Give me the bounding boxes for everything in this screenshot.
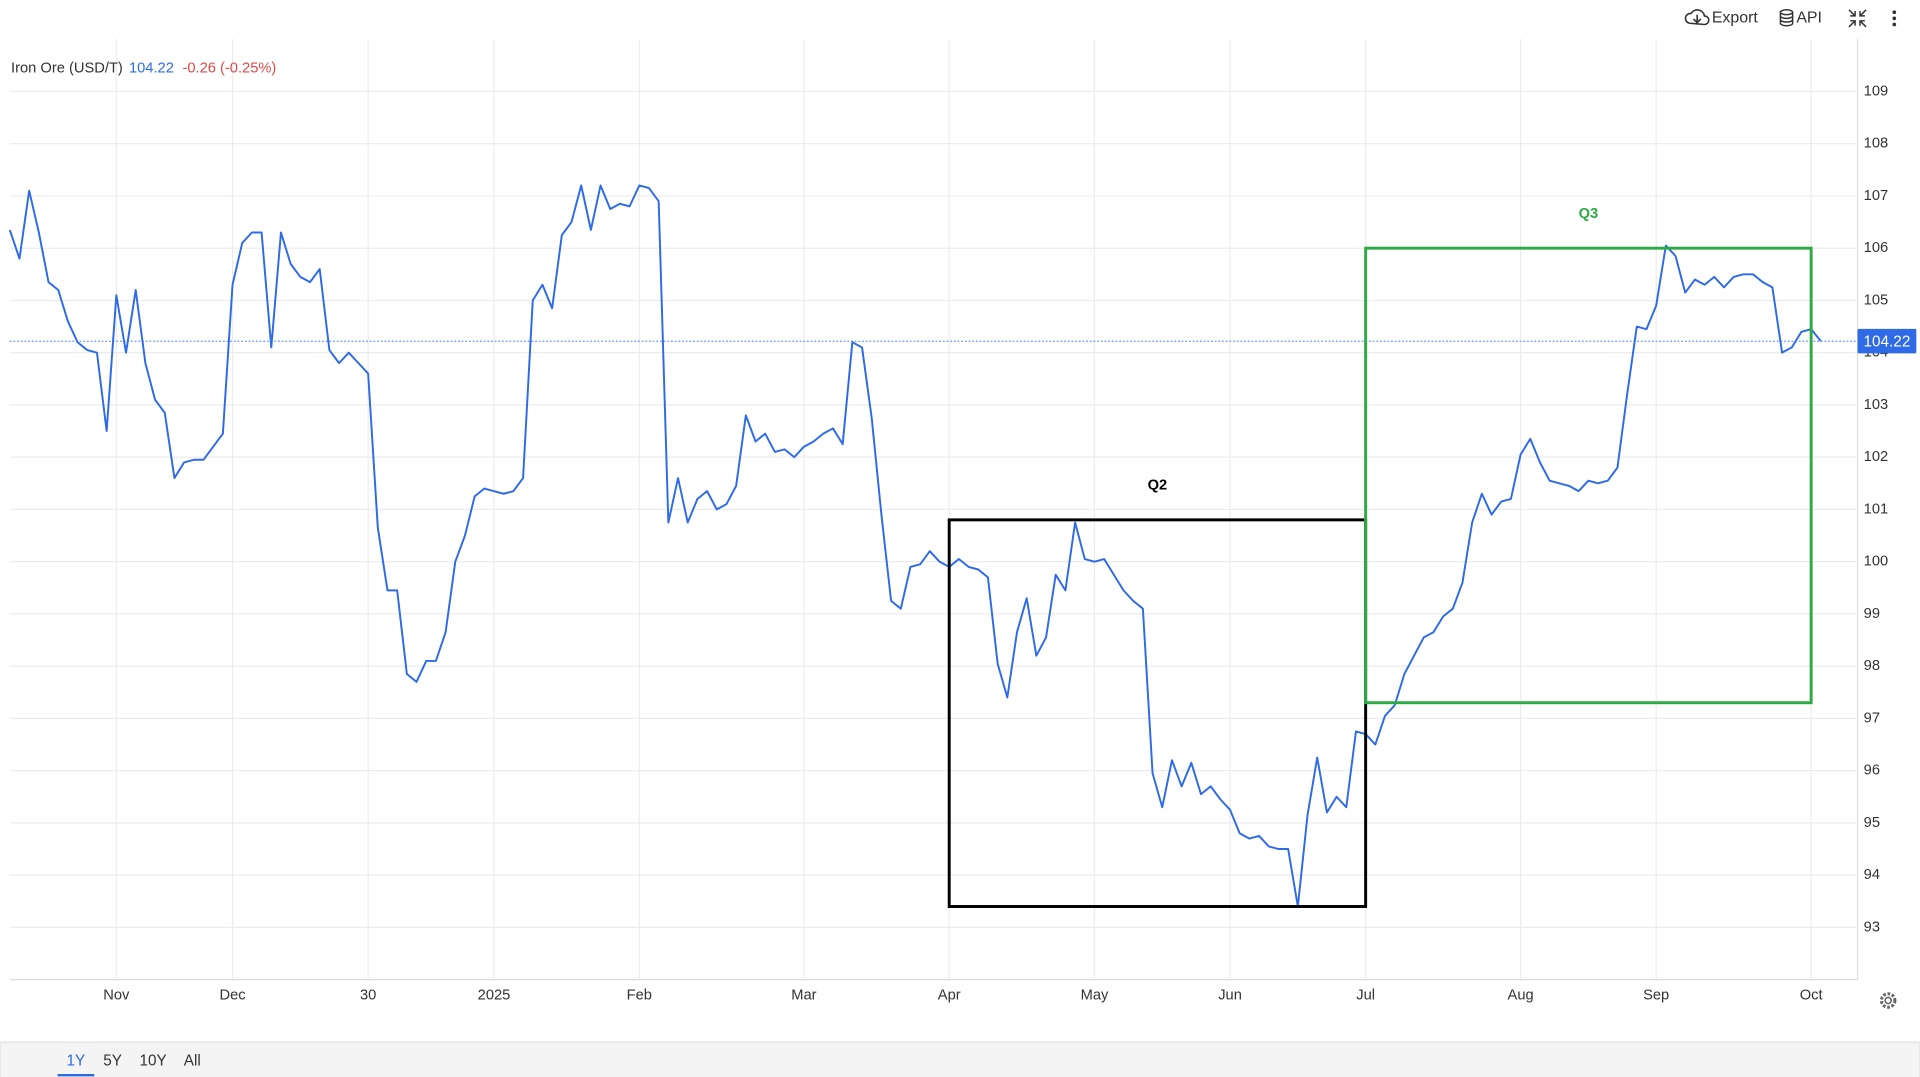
export-label: Export [1712, 10, 1759, 27]
range-button-label: 10Y [139, 1053, 166, 1070]
range-button[interactable]: 10Y [139, 1053, 166, 1070]
x-tick-label: Sep [1643, 987, 1669, 1003]
y-tick-label: 103 [1864, 397, 1889, 413]
y-tick-label: 102 [1864, 449, 1889, 465]
y-tick-label: 97 [1864, 710, 1880, 726]
export-icon [1684, 9, 1710, 26]
y-tick-label: 105 [1864, 292, 1889, 308]
range-button[interactable]: 5Y [103, 1053, 122, 1070]
x-tick-label: Dec [219, 987, 245, 1003]
price: 104.22 [129, 60, 174, 76]
y-tick-label: 109 [1864, 83, 1889, 99]
y-tick-label: 93 [1864, 919, 1880, 935]
range-button-label: 1Y [67, 1053, 86, 1070]
price-badge-label: 104.22 [1864, 333, 1911, 350]
y-tick-label: 94 [1864, 867, 1880, 883]
annotation-label: Q2 [1148, 477, 1168, 493]
annotation-label: Q3 [1579, 206, 1599, 222]
x-tick-label: Jun [1218, 987, 1242, 1003]
range-button-label: 5Y [103, 1053, 122, 1070]
y-tick-label: 100 [1864, 554, 1889, 570]
y-tick-label: 95 [1864, 815, 1880, 831]
fullscreen-button[interactable] [1848, 9, 1867, 28]
x-tick-label: Nov [103, 987, 130, 1003]
y-tick-label: 99 [1864, 606, 1880, 622]
change: -0.26 (-0.25%) [182, 60, 276, 76]
annotation-box [1364, 246, 1813, 705]
y-tick-label: 107 [1864, 188, 1889, 204]
x-tick-label: Feb [627, 987, 652, 1003]
x-tick-label: Aug [1508, 987, 1534, 1003]
x-tick-label: 30 [360, 987, 376, 1003]
settings-button[interactable] [1879, 992, 1897, 1009]
y-tick-label: 101 [1864, 501, 1889, 517]
x-tick-label: Jul [1356, 987, 1375, 1003]
x-tick-label: May [1081, 987, 1109, 1003]
y-tick-label: 108 [1864, 136, 1889, 152]
price-badge [1857, 328, 1917, 354]
y-tick-label: 96 [1864, 763, 1880, 779]
api-label: API [1796, 10, 1822, 27]
x-tick-label: Mar [791, 987, 816, 1003]
x-tick-label: 2025 [478, 987, 511, 1003]
annotation-box [947, 518, 1368, 908]
export-button[interactable]: Export [1684, 9, 1759, 27]
price-line-series [8, 184, 1822, 908]
title: Iron Ore (USD/T) [11, 60, 123, 76]
x-tick-label: Apr [938, 987, 961, 1003]
instrument-title: Iron Ore (USD/T) 104.22 -0.26 (-0.25%) [11, 60, 276, 76]
menu-button[interactable] [1892, 10, 1897, 27]
api-icon [1779, 9, 1794, 27]
y-tick-label: 98 [1864, 658, 1880, 674]
range-button[interactable]: All [184, 1053, 201, 1070]
range-button[interactable]: 1Y [57, 1053, 95, 1077]
range-button-label: All [184, 1053, 201, 1070]
y-tick-label: 106 [1864, 240, 1889, 256]
range-bar [0, 1041, 1920, 1077]
x-tick-label: Oct [1800, 987, 1823, 1003]
api-button[interactable]: API [1779, 9, 1822, 27]
